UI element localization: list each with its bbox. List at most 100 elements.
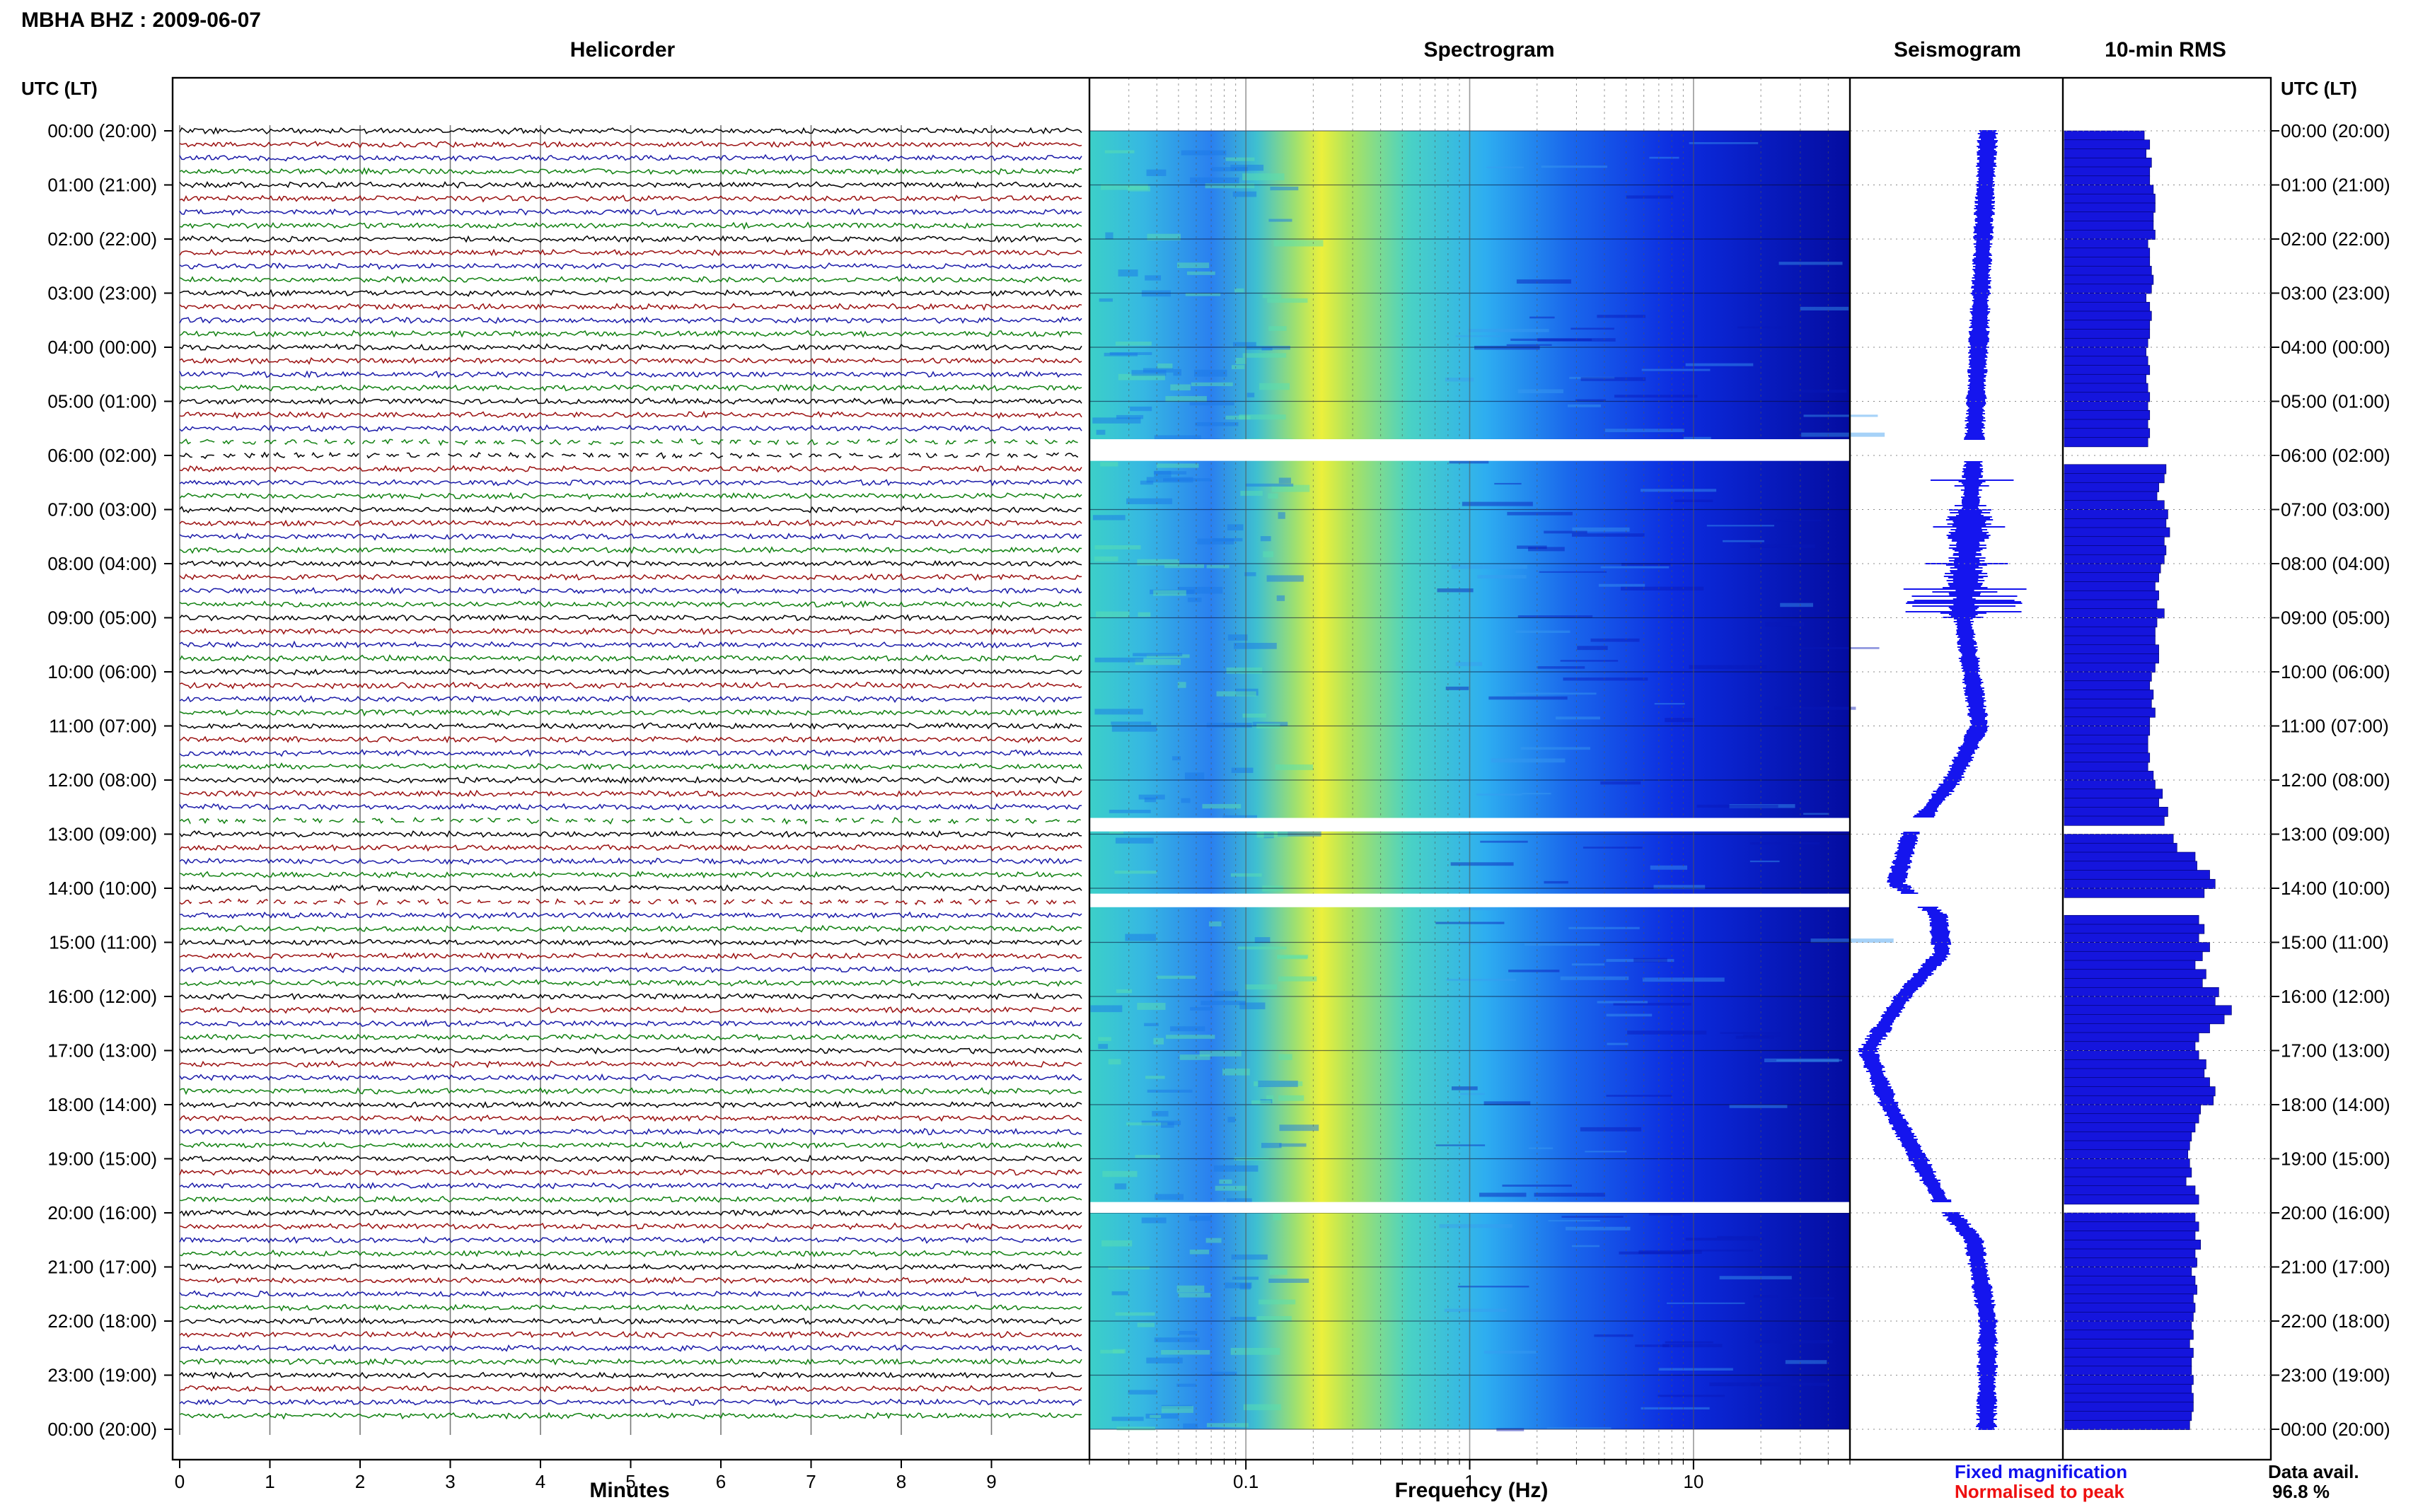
spectrogram-cell xyxy=(1537,666,1585,669)
spectrogram-cell xyxy=(1571,1245,1600,1248)
spectrogram-cell xyxy=(1789,389,1847,393)
y-tick-label-right: 13:00 (09:00) xyxy=(2281,824,2390,845)
rms-bar xyxy=(2064,211,2154,222)
rms-bar xyxy=(2064,1113,2199,1124)
spectrogram-cell xyxy=(1184,772,1205,779)
spectrogram-cell xyxy=(1494,482,1522,485)
spectrogram-cell xyxy=(1206,722,1252,728)
spectrogram-cell xyxy=(1597,1001,1648,1004)
rms-bar xyxy=(2064,950,2203,961)
spectrogram-cell xyxy=(1606,1095,1672,1097)
y-tick-label-left: 14:00 (10:00) xyxy=(47,878,157,899)
rms-bar xyxy=(2064,329,2151,339)
rms-bar xyxy=(2064,238,2148,249)
spectrogram-cell xyxy=(1273,240,1324,247)
spectrogram-cell xyxy=(1496,1428,1525,1431)
spectrogram-cell xyxy=(1268,493,1278,499)
minutes-tick-label: 9 xyxy=(986,1471,996,1492)
y-tick-label-left: 02:00 (22:00) xyxy=(47,228,157,250)
spectrogram-cell xyxy=(1153,1037,1164,1045)
spectrogram-cell xyxy=(1214,991,1239,996)
rms-bar xyxy=(2064,347,2146,357)
y-tick-label-right: 01:00 (21:00) xyxy=(2281,175,2390,196)
spectrogram-cell xyxy=(1126,498,1173,504)
y-tick-label-left: 23:00 (19:00) xyxy=(47,1365,157,1386)
helicorder-trace xyxy=(179,248,1082,257)
helicorder-trace xyxy=(179,276,1082,284)
spectrogram-cell xyxy=(1242,353,1287,358)
axis-tick-labels: 00:00 (20:00) 00:00 (20:00) 01:00 (21:00) 0… xyxy=(47,120,2390,1492)
y-tick-label-left: 16:00 (12:00) xyxy=(47,986,157,1007)
rms-bar xyxy=(2064,1419,2190,1430)
spectrogram-cell xyxy=(1729,1105,1788,1108)
spectrogram-cell xyxy=(1131,370,1167,376)
spectrogram-cell xyxy=(1259,383,1290,390)
rms-bar xyxy=(2064,1293,2194,1304)
y-tick-label-right: 20:00 (16:00) xyxy=(2281,1202,2390,1223)
rms-bar xyxy=(2064,1221,2199,1232)
rms-bar xyxy=(2064,698,2152,709)
rms-bar xyxy=(2064,734,2148,745)
spectrogram-cell xyxy=(1541,165,1607,168)
spectrogram-cell xyxy=(1245,483,1294,487)
y-tick-label-right: 19:00 (15:00) xyxy=(2281,1148,2390,1170)
spectrogram-cell xyxy=(1215,1185,1247,1191)
y-tick-label-left: 10:00 (06:00) xyxy=(47,661,157,682)
spectrogram-cell xyxy=(1211,167,1248,172)
rms-bar xyxy=(2064,789,2163,799)
spectrogram-cell xyxy=(1544,880,1568,884)
rms-bar xyxy=(2064,157,2152,168)
spectrogram-cell xyxy=(1689,665,1767,669)
spectrogram-cell xyxy=(1798,647,1880,649)
spectrogram-cell xyxy=(1179,1330,1198,1335)
spectrogram-cell xyxy=(1735,1035,1774,1039)
spectrogram-cell xyxy=(1187,598,1202,603)
rms-bar xyxy=(2064,482,2159,492)
rms-bar xyxy=(2064,644,2159,655)
spectrogram-cell xyxy=(1165,396,1207,402)
spectrogram-cell xyxy=(1278,477,1291,484)
spectrogram-cell xyxy=(1520,747,1591,750)
rms-bar xyxy=(2064,861,2197,871)
left-axis-label: UTC (LT) xyxy=(21,78,98,99)
y-tick-label-right: 17:00 (13:00) xyxy=(2281,1040,2390,1062)
spectrogram-cell xyxy=(1137,1322,1155,1327)
spectrogram-cell xyxy=(1222,815,1257,820)
spectrogram-cell xyxy=(1522,792,1551,795)
rms-bar xyxy=(2064,662,2156,673)
spectrogram-cell xyxy=(1231,767,1254,773)
y-tick-label-right: 14:00 (10:00) xyxy=(2281,878,2390,899)
spectrogram-cell xyxy=(1753,1295,1778,1298)
spectrogram-cell xyxy=(1486,166,1524,168)
helicorder-trace xyxy=(179,1276,1082,1285)
rms-bar xyxy=(2064,1104,2202,1115)
spectrogram-cell xyxy=(1719,1276,1792,1280)
helicorder-trace xyxy=(179,952,1082,960)
helicorder-trace xyxy=(179,410,1082,419)
spectrogram-cell xyxy=(1144,797,1157,803)
spectrogram-cell xyxy=(1170,384,1191,391)
rms-bar xyxy=(2064,1284,2197,1295)
spectrogram-cell xyxy=(1145,275,1162,281)
spectrogram-cell xyxy=(1210,1371,1237,1376)
y-tick-label-left: 22:00 (18:00) xyxy=(47,1310,157,1332)
spectrogram-cell xyxy=(1257,1315,1292,1322)
y-tick-label-left: 05:00 (01:00) xyxy=(47,391,157,412)
rms-bar xyxy=(2064,1041,2196,1052)
rms-bar xyxy=(2064,1366,2192,1376)
rms-bar xyxy=(2064,617,2158,628)
rms-bar xyxy=(2064,409,2151,420)
spectrogram-cell xyxy=(1234,288,1244,293)
rms-bar xyxy=(2064,1140,2190,1151)
y-tick-label-right: 07:00 (03:00) xyxy=(2281,499,2390,521)
helicorder-trace xyxy=(179,1317,1082,1325)
minutes-tick-label: 3 xyxy=(445,1471,455,1492)
spectrogram-cell xyxy=(1534,1192,1605,1197)
spectrogram-cell xyxy=(1662,1344,1723,1348)
spectrogram-cell xyxy=(1451,564,1527,569)
rms-bar xyxy=(2064,1077,2210,1088)
spectrogram-cell xyxy=(1137,1003,1166,1010)
spectrogram-cell xyxy=(1240,491,1263,496)
station-title: MBHA BHZ : 2009-06-07 xyxy=(21,8,261,32)
spectrogram-cell xyxy=(1137,559,1180,566)
